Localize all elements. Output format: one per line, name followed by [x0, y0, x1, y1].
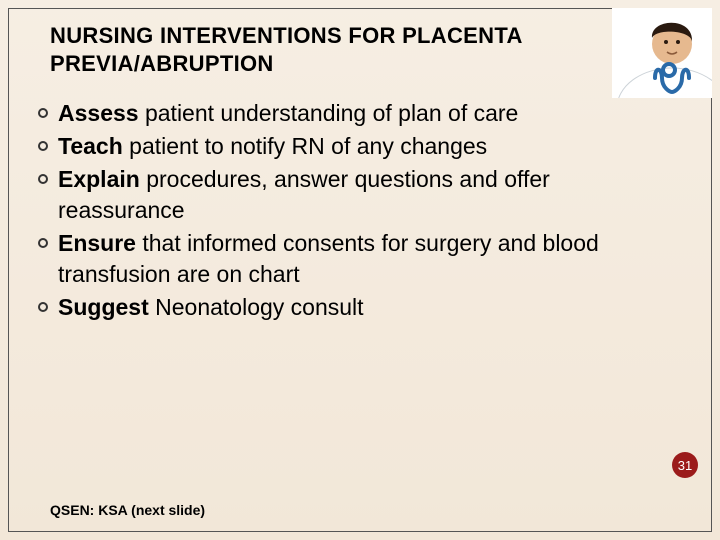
list-item: Ensure that informed consents for surger… [38, 228, 640, 290]
list-item: Explain procedures, answer questions and… [38, 164, 640, 226]
list-item-text: Explain procedures, answer questions and… [58, 164, 640, 226]
slide-title: NURSING INTERVENTIONS FOR PLACENTA PREVI… [50, 22, 620, 77]
ring-bullet-icon [38, 141, 48, 151]
list-item: Teach patient to notify RN of any change… [38, 131, 640, 162]
page-number: 31 [678, 458, 692, 473]
list-item-text: Assess patient understanding of plan of … [58, 98, 518, 129]
slide: NURSING INTERVENTIONS FOR PLACENTA PREVI… [0, 0, 720, 540]
list-item: Suggest Neonatology consult [38, 292, 640, 323]
ring-bullet-icon [38, 108, 48, 118]
bullet-list: Assess patient understanding of plan of … [38, 98, 640, 325]
ring-bullet-icon [38, 238, 48, 248]
footnote: QSEN: KSA (next slide) [50, 502, 205, 518]
ring-bullet-icon [38, 174, 48, 184]
ring-bullet-icon [38, 302, 48, 312]
page-number-badge: 31 [672, 452, 698, 478]
nurse-photo [612, 8, 712, 98]
list-item-text: Teach patient to notify RN of any change… [58, 131, 487, 162]
list-item-text: Ensure that informed consents for surger… [58, 228, 640, 290]
list-item: Assess patient understanding of plan of … [38, 98, 640, 129]
list-item-text: Suggest Neonatology consult [58, 292, 364, 323]
